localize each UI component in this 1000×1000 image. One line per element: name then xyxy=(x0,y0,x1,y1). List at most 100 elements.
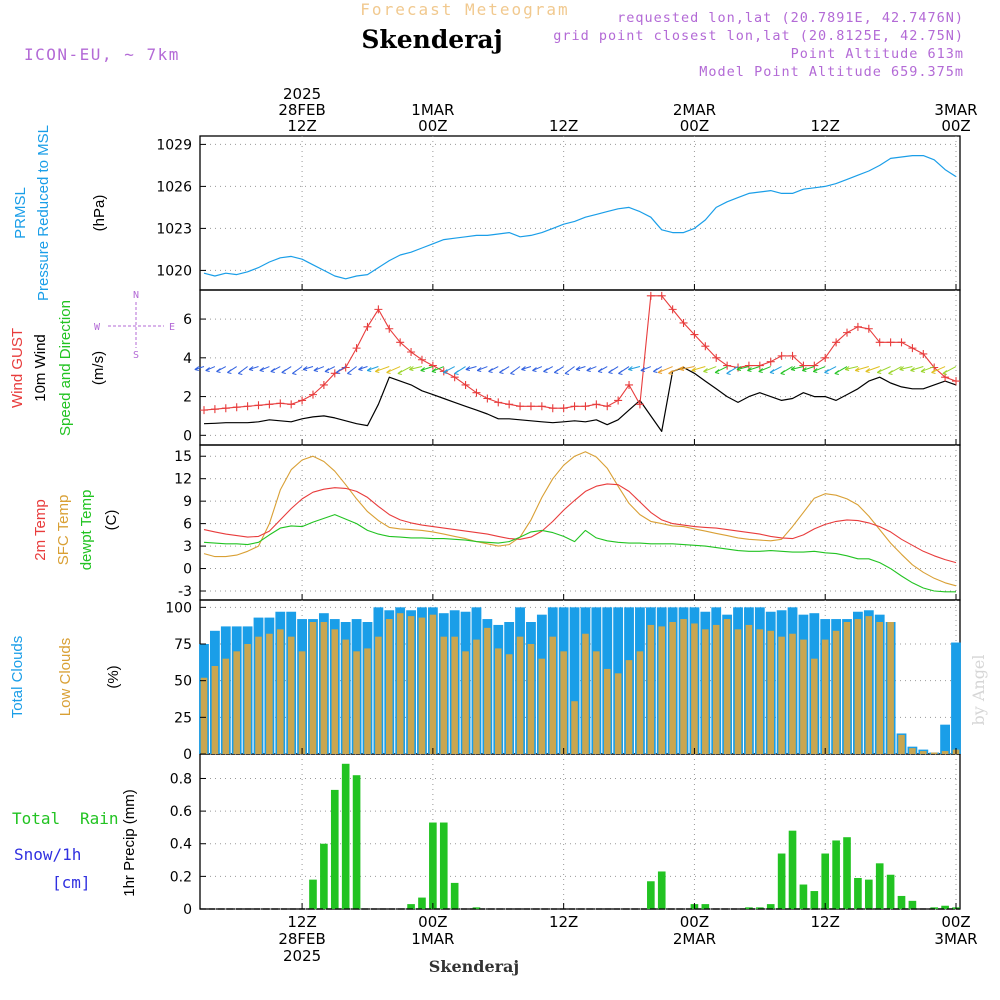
wind-gust-marker xyxy=(723,361,732,370)
rain-bar xyxy=(647,881,655,909)
rain-bar xyxy=(875,863,884,909)
wind-arrow xyxy=(375,366,390,373)
rain-bar xyxy=(418,897,426,909)
wind-gust-marker xyxy=(788,351,797,360)
low-cloud-bar xyxy=(571,701,578,754)
wind-arrow xyxy=(931,366,946,373)
pressure-label-prmsl: PRMSL xyxy=(12,187,29,239)
wind-gust-marker xyxy=(417,355,426,364)
wind-arrow-head xyxy=(431,368,437,374)
wind-arrow-head xyxy=(780,370,786,376)
low-cloud-bar xyxy=(244,644,251,754)
low-cloud-bar xyxy=(364,648,371,754)
wind-arrow xyxy=(302,366,314,371)
value-tick-label: 100 xyxy=(165,600,192,616)
low-cloud-bar xyxy=(462,651,469,754)
wind-label-gust: Wind GUST xyxy=(9,328,26,408)
wind-arrow-head xyxy=(691,367,697,373)
rain-bar xyxy=(788,830,797,909)
wind-arrow xyxy=(802,366,815,372)
compass-east: E xyxy=(169,322,175,333)
wind-arrow xyxy=(920,366,935,372)
low-cloud-bar xyxy=(702,629,709,754)
low-cloud-bar xyxy=(887,622,894,754)
wind-arrow-head xyxy=(216,368,221,374)
wind-gust-marker xyxy=(755,361,764,370)
wind-arrow xyxy=(703,366,717,372)
wind-arrow-head xyxy=(248,366,254,372)
pressure-label-msl: Pressure Reduced to MSL xyxy=(35,125,52,301)
pressure-line xyxy=(203,155,957,280)
time-label-bottom: 3MAR xyxy=(934,930,977,948)
wind-arrow xyxy=(844,366,859,371)
time-label-top: 00Z xyxy=(941,117,970,135)
wind-arrow-head xyxy=(386,369,391,375)
wind-gust-marker xyxy=(592,400,601,409)
rain-bar xyxy=(908,900,917,909)
wind-arrow-head xyxy=(668,370,673,376)
rain-bar xyxy=(429,822,437,909)
rain-bar xyxy=(450,882,459,909)
wind-arrow xyxy=(367,366,379,372)
precip-label-total: Total xyxy=(12,809,60,828)
wind-gust-marker xyxy=(374,305,383,314)
clouds-unit: (%) xyxy=(105,665,122,688)
wind-arrow-head xyxy=(454,370,459,376)
low-cloud-bar xyxy=(691,623,698,754)
value-tick-label: 1023 xyxy=(156,221,192,237)
wind-gust-marker xyxy=(483,394,492,403)
wind-arrow-head xyxy=(608,369,613,375)
low-cloud-bar xyxy=(854,619,862,754)
value-tick-label: 0.8 xyxy=(170,771,192,787)
time-label-top: 1MAR xyxy=(411,101,454,119)
value-tick-label: 1029 xyxy=(156,137,192,153)
wind-gust-marker xyxy=(276,399,285,408)
low-cloud-bar xyxy=(451,636,458,754)
wind-arrow-head xyxy=(347,370,352,376)
wind-gust-marker xyxy=(919,349,928,358)
wind-gust-marker xyxy=(908,344,917,353)
wind-gust-marker xyxy=(679,318,688,327)
rain-bar xyxy=(472,907,481,909)
wind-arrow-head xyxy=(876,369,882,375)
low-cloud-bar xyxy=(418,617,426,754)
value-tick-label: 6 xyxy=(183,517,192,533)
wind-arrow-head xyxy=(313,367,319,373)
wind-gust-marker xyxy=(548,404,557,413)
wind-gust-line xyxy=(203,295,957,411)
wind-label-10m: 10m Wind xyxy=(32,334,49,402)
wind-gust-marker xyxy=(200,406,208,415)
temp-label-dewpt: dewpt Temp xyxy=(78,490,95,571)
low-cloud-bar xyxy=(429,614,437,754)
rain-bar xyxy=(843,837,851,909)
wind-arrow xyxy=(736,366,750,371)
wind-arrow-head xyxy=(714,369,720,375)
value-tick-label: 9 xyxy=(183,494,192,510)
dewpt-line xyxy=(203,514,956,593)
wind-arrow-head xyxy=(834,370,840,376)
rain-bar xyxy=(766,904,775,909)
wind-gust-marker xyxy=(287,400,296,409)
low-cloud-bar xyxy=(669,622,676,754)
low-cloud-bar xyxy=(843,622,851,754)
low-cloud-bar xyxy=(909,748,916,754)
wind-arrow-head xyxy=(618,370,623,376)
rain-bar xyxy=(352,775,361,909)
time-label-bottom: 2MAR xyxy=(673,930,716,948)
value-tick-label: 15 xyxy=(174,449,192,465)
low-cloud-bar xyxy=(593,651,600,754)
wind-arrow-head xyxy=(397,370,403,376)
time-label-bottom: 00Z xyxy=(680,913,709,931)
low-cloud-bar xyxy=(200,677,208,754)
wind-gust-marker xyxy=(570,402,579,411)
wind-gust-marker xyxy=(505,400,514,409)
wind-arrow-head xyxy=(292,370,297,376)
wind-gust-marker xyxy=(614,396,623,405)
wind-gust-marker xyxy=(428,361,437,370)
wind-arrow-head xyxy=(812,368,818,374)
wind-arrow-head xyxy=(802,367,807,373)
wind-gust-marker xyxy=(341,363,350,372)
rain-bar xyxy=(657,871,666,909)
low-cloud-bar xyxy=(920,751,927,754)
wind-arrow-head xyxy=(564,370,570,376)
